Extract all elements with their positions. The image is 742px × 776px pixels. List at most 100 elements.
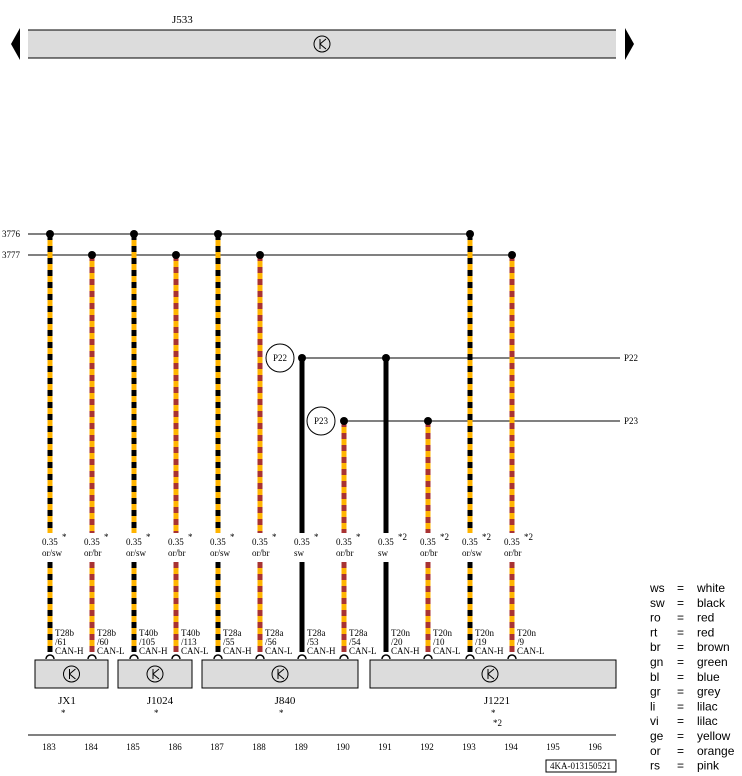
legend-color: lilac (697, 714, 718, 728)
pin: /60 (97, 637, 109, 647)
wire-color: or/br (84, 548, 102, 558)
connector-symbol (339, 654, 349, 660)
line-label: 3776 (2, 229, 21, 239)
wire-note: * (356, 532, 361, 542)
pin: /53 (307, 637, 319, 647)
wire-color: or/sw (42, 548, 63, 558)
wire-size: 0.35 (252, 537, 268, 547)
signal: CAN-H (139, 646, 168, 656)
control-symbol (487, 668, 495, 680)
legend-eq: = (677, 699, 684, 713)
grid-number: 186 (168, 742, 182, 752)
grid-number: 191 (378, 742, 392, 752)
connector-symbol (423, 654, 433, 660)
junction-dot (508, 251, 516, 259)
wire-size: 0.35 (84, 537, 100, 547)
component-box (201, 659, 359, 689)
wire-color: or/br (168, 548, 186, 558)
wire-color: or/sw (126, 548, 147, 558)
wire-color: sw (294, 548, 305, 558)
wire-size: 0.35 (336, 537, 352, 547)
junction-dot (214, 230, 222, 238)
wire-note: * (230, 532, 235, 542)
pin: /105 (139, 637, 156, 647)
wire-color: or/br (252, 548, 270, 558)
connector: T28a (265, 628, 284, 638)
legend-code: br (650, 640, 661, 654)
legend-eq: = (677, 596, 684, 610)
pin: /9 (517, 637, 525, 647)
legend-color: green (697, 655, 728, 669)
splice-name: P22 (273, 353, 287, 363)
legend-code: li (650, 699, 655, 713)
signal: CAN-L (517, 646, 545, 656)
control-symbol (152, 668, 160, 680)
legend-color: white (696, 581, 725, 595)
junction-dot (256, 251, 264, 259)
connector: T28b (55, 628, 74, 638)
wire-size: 0.35 (504, 537, 520, 547)
connector: T40b (181, 628, 200, 638)
legend-code: gr (650, 685, 661, 699)
junction-dot (172, 251, 180, 259)
control-symbol (319, 38, 327, 50)
wire-color: or/sw (210, 548, 231, 558)
wire-size: 0.35 (168, 537, 184, 547)
footer-code: 4KA-013150521 (550, 761, 611, 771)
connector-symbol (255, 654, 265, 660)
wire-size: 0.35 (462, 537, 478, 547)
grid-number: 194 (504, 742, 518, 752)
connector-symbol (507, 654, 517, 660)
legend-color: red (697, 625, 714, 639)
connector: T20n (517, 628, 536, 638)
wire-color: or/br (504, 548, 522, 558)
connector: T28b (97, 628, 116, 638)
component-note: * (279, 708, 284, 718)
legend-eq: = (677, 611, 684, 625)
legend-eq: = (677, 655, 684, 669)
legend-eq: = (677, 670, 684, 684)
grid-number: 193 (462, 742, 476, 752)
wire-color: or/sw (462, 548, 483, 558)
legend-color: yellow (697, 729, 731, 743)
connector: T28a (349, 628, 368, 638)
legend-eq: = (677, 685, 684, 699)
legend-color: pink (697, 759, 720, 773)
connector-symbol (381, 654, 391, 660)
footer-box (545, 759, 617, 773)
component-note: * (154, 708, 159, 718)
component-box (117, 659, 193, 689)
wire-note: *2 (524, 532, 533, 542)
legend-eq: = (677, 714, 684, 728)
signal: CAN-L (433, 646, 461, 656)
grid-number: 196 (588, 742, 602, 752)
signal: CAN-H (55, 646, 84, 656)
component-box (34, 659, 109, 689)
wire-note: * (62, 532, 67, 542)
grid-number: 188 (252, 742, 266, 752)
grid-number: 189 (294, 742, 308, 752)
wire-size: 0.35 (210, 537, 226, 547)
splice-name: P23 (314, 416, 329, 426)
pin: /54 (349, 637, 361, 647)
signal: CAN-L (181, 646, 209, 656)
grid-number: 190 (336, 742, 350, 752)
connector: T28a (307, 628, 326, 638)
legend-code: ws (649, 581, 665, 595)
component-box (369, 659, 617, 689)
wire-size: 0.35 (294, 537, 310, 547)
connector-symbol (171, 654, 181, 660)
legend-color: grey (697, 685, 720, 699)
legend-eq: = (677, 759, 684, 773)
pin: /20 (391, 637, 403, 647)
wire-note: * (104, 532, 109, 542)
pin: /113 (181, 637, 197, 647)
signal: CAN-L (349, 646, 377, 656)
pin: /61 (55, 637, 67, 647)
splice-circle (265, 343, 295, 373)
wire-size: 0.35 (126, 537, 142, 547)
component-name: J1024 (147, 695, 174, 707)
wire-note: *2 (482, 532, 491, 542)
line-label: 3777 (2, 250, 21, 260)
